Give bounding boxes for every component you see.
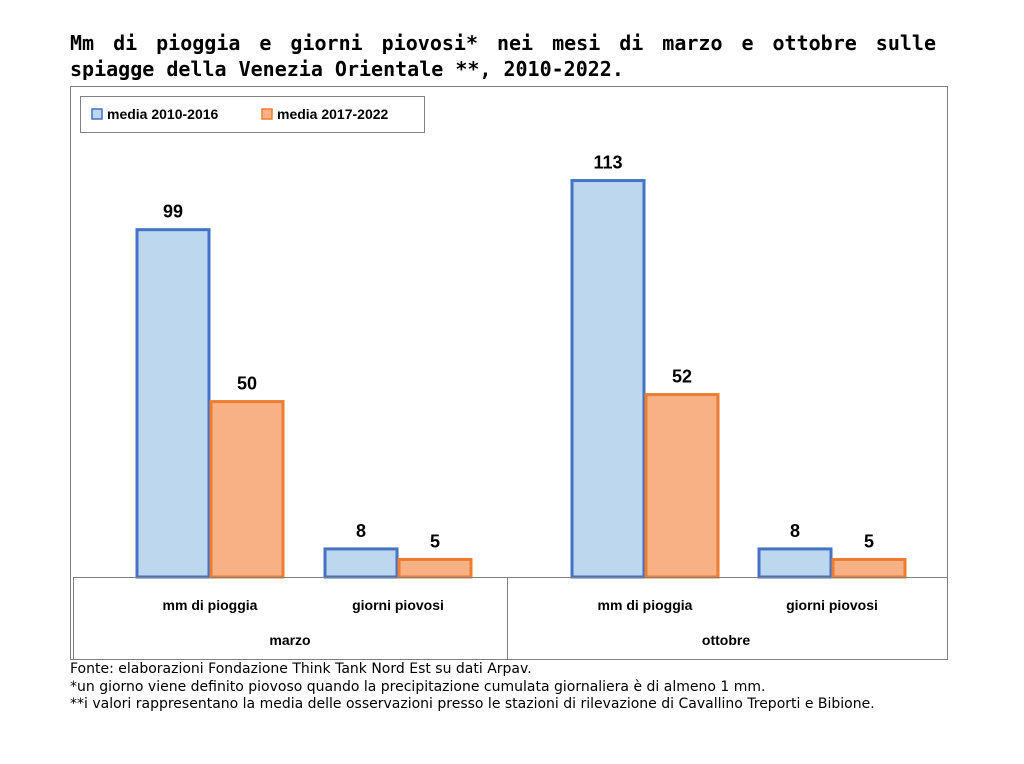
legend-swatch-1 [91,108,103,120]
data-label-series2-cat4: 5 [864,531,874,551]
legend-label-2: media 2017-2022 [277,106,389,122]
data-label-series1-cat3: 113 [593,153,622,173]
legend-box [80,96,425,133]
bar-series1-cat3 [570,179,646,579]
category-label-1: mm di pioggia [163,597,258,613]
data-label-series1-cat4: 8 [790,521,800,541]
bar-chart: media 2010-2016 media 2017-2022 99 8 113 8 50 5… [70,86,948,660]
data-label-series2-cat1: 50 [237,374,257,394]
source-note: Fonte: elaborazioni Fondazione Think Tan… [70,661,532,677]
data-label-series2-cat2: 5 [430,531,440,551]
bar-series1-cat4 [757,547,833,579]
legend-swatch-2 [261,108,273,120]
category-label-3: mm di pioggia [598,597,693,613]
chart-area: media 2010-2016 media 2017-2022 99 8 113 8 50 5… [70,86,948,660]
category-label-4: giorni piovosi [786,597,878,613]
group-label-2: ottobre [702,632,750,648]
group-label-1: marzo [269,632,310,648]
legend-label-1: media 2010-2016 [107,106,219,122]
stations-note: **i valori rappresentano la media delle … [70,696,875,713]
bar-series2-cat3 [644,393,720,579]
rainy-day-definition-note: *un giorno viene definito piovoso quando… [70,678,766,695]
data-label-series2-cat3: 52 [672,367,692,387]
footnotes: Fonte: elaborazioni Fondazione Think Tan… [70,661,950,714]
data-label-series1-cat2: 8 [356,521,366,541]
bar-series2-cat1 [209,400,285,579]
chart-title: Mm di pioggia e giorni piovosi* nei mesi… [70,31,936,81]
bar-series1-cat2 [323,547,399,579]
category-label-2: giorni piovosi [352,597,444,613]
chart-frame [70,86,948,660]
bar-series2-cat2 [397,557,473,579]
bar-series2-cat4 [831,557,907,579]
data-label-series1-cat1: 99 [163,202,183,222]
bar-series1-cat1 [135,228,211,579]
